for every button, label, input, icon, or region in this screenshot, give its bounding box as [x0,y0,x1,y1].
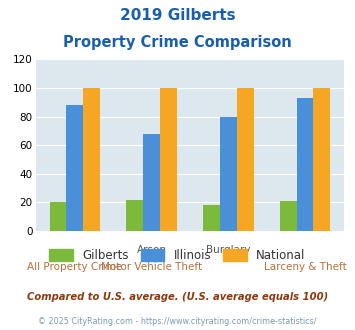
Bar [50,202,66,231]
Bar [296,98,313,231]
Text: Property Crime Comparison: Property Crime Comparison [63,35,292,50]
Bar [313,88,330,231]
Text: All Property Crime: All Property Crime [27,262,122,272]
Bar [203,205,220,231]
Text: Arson: Arson [137,245,166,255]
Bar [143,134,160,231]
Text: Compared to U.S. average. (U.S. average equals 100): Compared to U.S. average. (U.S. average … [27,292,328,302]
Legend: Gilberts, Illinois, National: Gilberts, Illinois, National [45,244,310,266]
Bar [160,88,177,231]
Text: © 2025 CityRating.com - https://www.cityrating.com/crime-statistics/: © 2025 CityRating.com - https://www.city… [38,317,317,326]
Bar [83,88,100,231]
Bar [66,105,83,231]
Bar [237,88,253,231]
Text: Motor Vehicle Theft: Motor Vehicle Theft [101,262,202,272]
Text: Burglary: Burglary [206,245,251,255]
Text: Larceny & Theft: Larceny & Theft [264,262,346,272]
Bar [280,201,296,231]
Text: 2019 Gilberts: 2019 Gilberts [120,8,235,23]
Bar [126,200,143,231]
Bar [220,116,237,231]
